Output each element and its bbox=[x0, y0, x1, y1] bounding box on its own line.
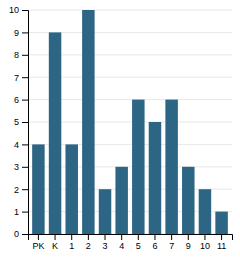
tick-mark bbox=[22, 167, 28, 168]
tick-label: PK bbox=[32, 241, 44, 251]
tick-mark bbox=[22, 100, 28, 101]
bar bbox=[49, 32, 61, 234]
tick-label: K bbox=[52, 241, 58, 251]
tick-label: 11 bbox=[217, 241, 226, 251]
tick-label: 4 bbox=[119, 241, 124, 251]
bar bbox=[32, 144, 44, 234]
tick-label: 10 bbox=[200, 241, 210, 251]
axis-line bbox=[22, 11, 29, 235]
tick: 10 bbox=[200, 234, 210, 251]
bar bbox=[115, 167, 127, 234]
tick: 2 bbox=[14, 185, 28, 195]
tick-mark bbox=[22, 32, 28, 33]
tick-label: 5 bbox=[136, 241, 141, 251]
tick-mark bbox=[88, 234, 89, 240]
grid-line bbox=[28, 10, 232, 11]
bar bbox=[165, 100, 177, 234]
tick-label: 6 bbox=[152, 241, 157, 251]
tick: 3 bbox=[14, 162, 28, 172]
tick-label: 6 bbox=[14, 95, 19, 105]
bar bbox=[199, 189, 211, 234]
tick-mark bbox=[22, 55, 28, 56]
plot: PK K 1 2 3 4 5 6 7 9 10 11 0 1 2 3 4 5 6 7 8 9 10 bbox=[9, 5, 233, 251]
tick: 0 bbox=[14, 229, 28, 239]
tick-mark bbox=[71, 234, 72, 240]
tick-label: 3 bbox=[14, 162, 19, 172]
tick: 8 bbox=[14, 50, 28, 60]
tick: 4 bbox=[119, 234, 124, 251]
tick: 10 bbox=[9, 5, 28, 15]
bar bbox=[82, 10, 94, 234]
tick-mark bbox=[22, 122, 28, 123]
tick-label: 4 bbox=[14, 140, 19, 150]
tick-label: 2 bbox=[14, 185, 19, 195]
bar bbox=[99, 189, 111, 234]
tick-label: 7 bbox=[169, 241, 174, 251]
tick: 6 bbox=[152, 234, 157, 251]
x-axis: PK K 1 2 3 4 5 6 7 9 10 11 bbox=[29, 234, 233, 251]
tick-label: 3 bbox=[103, 241, 108, 251]
tick-label: 9 bbox=[14, 28, 19, 38]
grid bbox=[28, 10, 232, 234]
tick-mark bbox=[138, 234, 139, 240]
tick: 6 bbox=[14, 95, 28, 105]
tick-mark bbox=[221, 234, 222, 240]
tick-label: 2 bbox=[86, 241, 91, 251]
tick-mark bbox=[55, 234, 56, 240]
bar bbox=[182, 167, 194, 234]
tick: 9 bbox=[14, 28, 28, 38]
tick-mark bbox=[22, 234, 28, 235]
tick-mark bbox=[22, 144, 28, 145]
bar bbox=[149, 122, 161, 234]
bar bbox=[132, 100, 144, 234]
tick-mark bbox=[22, 189, 28, 190]
tick-mark bbox=[105, 234, 106, 240]
tick-label: 9 bbox=[186, 241, 191, 251]
tick-mark bbox=[22, 77, 28, 78]
tick: 5 bbox=[14, 117, 28, 127]
tick-label: 8 bbox=[14, 50, 19, 60]
tick: PK bbox=[32, 234, 44, 251]
tick-label: 5 bbox=[14, 117, 19, 127]
tick: 1 bbox=[14, 207, 28, 217]
tick: 2 bbox=[86, 234, 91, 251]
tick-mark bbox=[38, 234, 39, 240]
tick-label: 1 bbox=[14, 207, 19, 217]
tick-mark bbox=[121, 234, 122, 240]
tick: K bbox=[52, 234, 58, 251]
axis-line bbox=[29, 235, 233, 241]
tick-mark bbox=[188, 234, 189, 240]
tick: 1 bbox=[69, 234, 74, 251]
tick-mark bbox=[171, 234, 172, 240]
tick-mark bbox=[204, 234, 205, 240]
tick-mark bbox=[22, 10, 28, 11]
tick: 7 bbox=[14, 73, 28, 83]
tick: 4 bbox=[14, 140, 28, 150]
tick-label: 1 bbox=[69, 241, 74, 251]
tick-label: 7 bbox=[14, 73, 19, 83]
y-axis: 0 1 2 3 4 5 6 7 8 9 10 bbox=[9, 5, 29, 239]
bar bbox=[215, 212, 227, 234]
chart: PK K 1 2 3 4 5 6 7 9 10 11 0 1 2 3 4 5 6 7 8 9 10 bbox=[0, 0, 240, 258]
tick: 5 bbox=[136, 234, 141, 251]
tick: 3 bbox=[103, 234, 108, 251]
bars bbox=[32, 10, 228, 234]
tick-mark bbox=[154, 234, 155, 240]
tick: 11 bbox=[217, 234, 226, 251]
tick-mark bbox=[22, 212, 28, 213]
tick: 7 bbox=[169, 234, 174, 251]
bar bbox=[65, 144, 77, 234]
tick: 9 bbox=[186, 234, 191, 251]
tick-label: 0 bbox=[14, 229, 19, 239]
tick-label: 10 bbox=[9, 5, 19, 15]
